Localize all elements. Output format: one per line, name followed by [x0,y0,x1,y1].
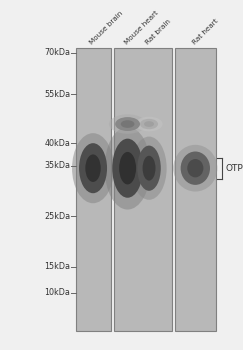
Text: Mouse brain: Mouse brain [89,10,124,46]
Ellipse shape [136,117,163,131]
Ellipse shape [119,152,136,184]
Text: 35kDa: 35kDa [44,161,70,170]
Text: OTP: OTP [225,164,243,173]
Text: 25kDa: 25kDa [44,212,70,220]
Ellipse shape [112,139,143,198]
Ellipse shape [173,145,217,191]
Ellipse shape [121,120,134,128]
Bar [114,48,172,331]
Text: Rat heart: Rat heart [191,18,219,46]
Ellipse shape [140,119,158,129]
Text: Mouse heart: Mouse heart [123,10,159,46]
Ellipse shape [137,146,161,191]
Text: 10kDa: 10kDa [44,288,70,297]
Ellipse shape [115,117,140,131]
Ellipse shape [131,136,167,200]
Text: 15kDa: 15kDa [44,262,70,271]
Ellipse shape [72,133,114,203]
Text: 40kDa: 40kDa [44,139,70,148]
Ellipse shape [85,154,101,182]
Ellipse shape [79,143,107,193]
Ellipse shape [104,127,151,210]
Ellipse shape [144,121,154,127]
Ellipse shape [187,159,203,177]
Ellipse shape [181,152,210,185]
Text: 55kDa: 55kDa [44,90,70,99]
Bar [76,48,111,331]
Ellipse shape [109,114,146,134]
Ellipse shape [143,156,156,181]
Bar [175,48,216,331]
Text: Rat brain: Rat brain [145,18,172,46]
Text: 70kDa: 70kDa [44,48,70,57]
